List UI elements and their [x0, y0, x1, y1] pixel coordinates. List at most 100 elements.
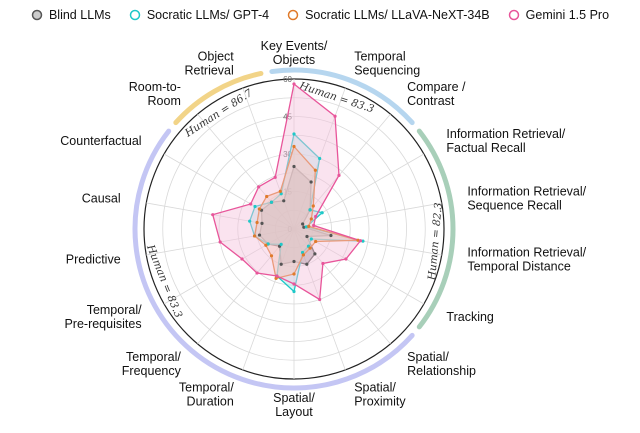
series-point — [218, 240, 222, 244]
category-arc — [132, 128, 415, 391]
series-point — [211, 213, 215, 217]
series-point — [292, 164, 296, 169]
series-point — [301, 222, 305, 226]
axis-label: Room-to-Room — [129, 80, 181, 108]
series-point — [292, 272, 296, 276]
legend-marker-icon — [129, 9, 141, 21]
grid-spoke — [163, 153, 295, 230]
series-point — [248, 219, 252, 223]
series-point — [344, 257, 348, 261]
radial-tick-label: 60 — [283, 75, 292, 84]
series-point — [279, 262, 283, 266]
legend-item-gemini[interactable]: Gemini 1.5 Pro — [508, 8, 609, 22]
series-point — [318, 156, 322, 161]
human-score-label: Human = 83.3 — [144, 242, 185, 320]
series-point — [278, 189, 282, 194]
legend-marker-icon — [31, 9, 43, 21]
axis-label: Spatial/Relationship — [407, 350, 476, 378]
series-point — [307, 224, 311, 228]
axis-label: Information Retrieval/Factual Recall — [446, 127, 565, 155]
series-point — [314, 214, 318, 219]
series-layer — [211, 82, 365, 302]
legend-marker-icon — [287, 9, 299, 21]
series-point — [361, 239, 365, 243]
series-point — [309, 180, 313, 184]
category-arcs — [132, 67, 456, 391]
grid-spoke — [197, 228, 295, 345]
axis-label: Predictive — [66, 253, 121, 267]
legend-marker-icon — [508, 9, 520, 21]
series-point — [309, 237, 313, 241]
series-point — [249, 202, 253, 206]
series-point — [292, 82, 296, 86]
legend: Blind LLMs Socratic LLMs/ GPT-4 Socratic… — [0, 4, 640, 26]
series-point — [333, 114, 337, 118]
series-point — [264, 243, 268, 247]
series-point — [301, 253, 306, 257]
series-point — [308, 208, 312, 212]
series-point — [269, 200, 274, 204]
category-arc — [416, 128, 456, 330]
series-point — [314, 239, 318, 244]
grid-spoke — [146, 202, 295, 230]
legend-label: Gemini 1.5 Pro — [525, 8, 610, 22]
series-point — [305, 234, 309, 239]
category-arc — [173, 70, 264, 126]
series-point — [292, 144, 296, 149]
series-point — [257, 233, 262, 237]
grid-spoke — [242, 228, 295, 371]
legend-item-socratic-gpt4[interactable]: Socratic LLMs/ GPT-4 — [129, 8, 269, 22]
radial-tick-label: 0 — [288, 225, 293, 234]
series-point — [337, 173, 341, 177]
series-point — [318, 297, 322, 302]
series-point — [356, 238, 360, 242]
legend-item-blind-llms[interactable]: Blind LLMs — [31, 8, 111, 22]
series-point — [292, 259, 296, 264]
axis-label: Compare / Contrast — [407, 80, 466, 108]
series-point — [304, 225, 308, 229]
series-point — [257, 185, 261, 189]
axis-label: Temporal/Frequency — [122, 350, 182, 378]
axis-label: Temporal Sequencing — [354, 50, 420, 78]
series-point — [260, 221, 264, 225]
series-point — [292, 289, 296, 294]
legend-label: Socratic LLMs/ LLaVA-NeXT-34B — [305, 8, 490, 22]
legend-label: Blind LLMs — [48, 8, 111, 22]
series-point — [253, 234, 257, 238]
axis-label: Causal — [82, 191, 121, 205]
series-point — [308, 246, 312, 250]
series-point — [302, 225, 306, 229]
category-arc — [269, 67, 415, 126]
axis-label: Object Retrieval — [184, 50, 234, 78]
grid-spoke — [163, 228, 295, 305]
axis-label: Counterfactual — [60, 134, 141, 148]
axis-label: Temporal/Pre-requisites — [64, 303, 142, 331]
series-point — [255, 220, 259, 225]
grid-spoke — [242, 87, 295, 230]
series-point — [269, 254, 274, 258]
series-point — [305, 262, 309, 266]
human-score-label: Human = 82.3 — [426, 202, 445, 282]
series-point — [320, 211, 324, 215]
series-point — [253, 204, 257, 209]
legend-item-socratic-llava[interactable]: Socratic LLMs/ LLaVA-NeXT-34B — [287, 8, 490, 22]
series-point — [282, 199, 286, 203]
axis-label: Information Retrieval/Sequence Recall — [467, 184, 586, 212]
grid-spoke — [293, 202, 442, 230]
grid-spoke — [197, 113, 295, 230]
series-point — [257, 207, 261, 211]
series-point — [313, 252, 317, 256]
series-point — [279, 242, 283, 246]
series-point — [292, 132, 296, 136]
series-point — [265, 194, 269, 199]
grid-spoke — [293, 228, 442, 256]
series-point — [309, 217, 313, 221]
axis-label: Tracking — [446, 310, 494, 324]
series-point — [275, 274, 279, 278]
legend-label: Socratic LLMs/ GPT-4 — [146, 8, 270, 22]
radial-tick-label: 15 — [283, 188, 292, 197]
axis-label: Temporal/Duration — [179, 380, 234, 408]
axis-label: Key Events/Objects — [261, 39, 328, 67]
series-point — [273, 175, 277, 179]
